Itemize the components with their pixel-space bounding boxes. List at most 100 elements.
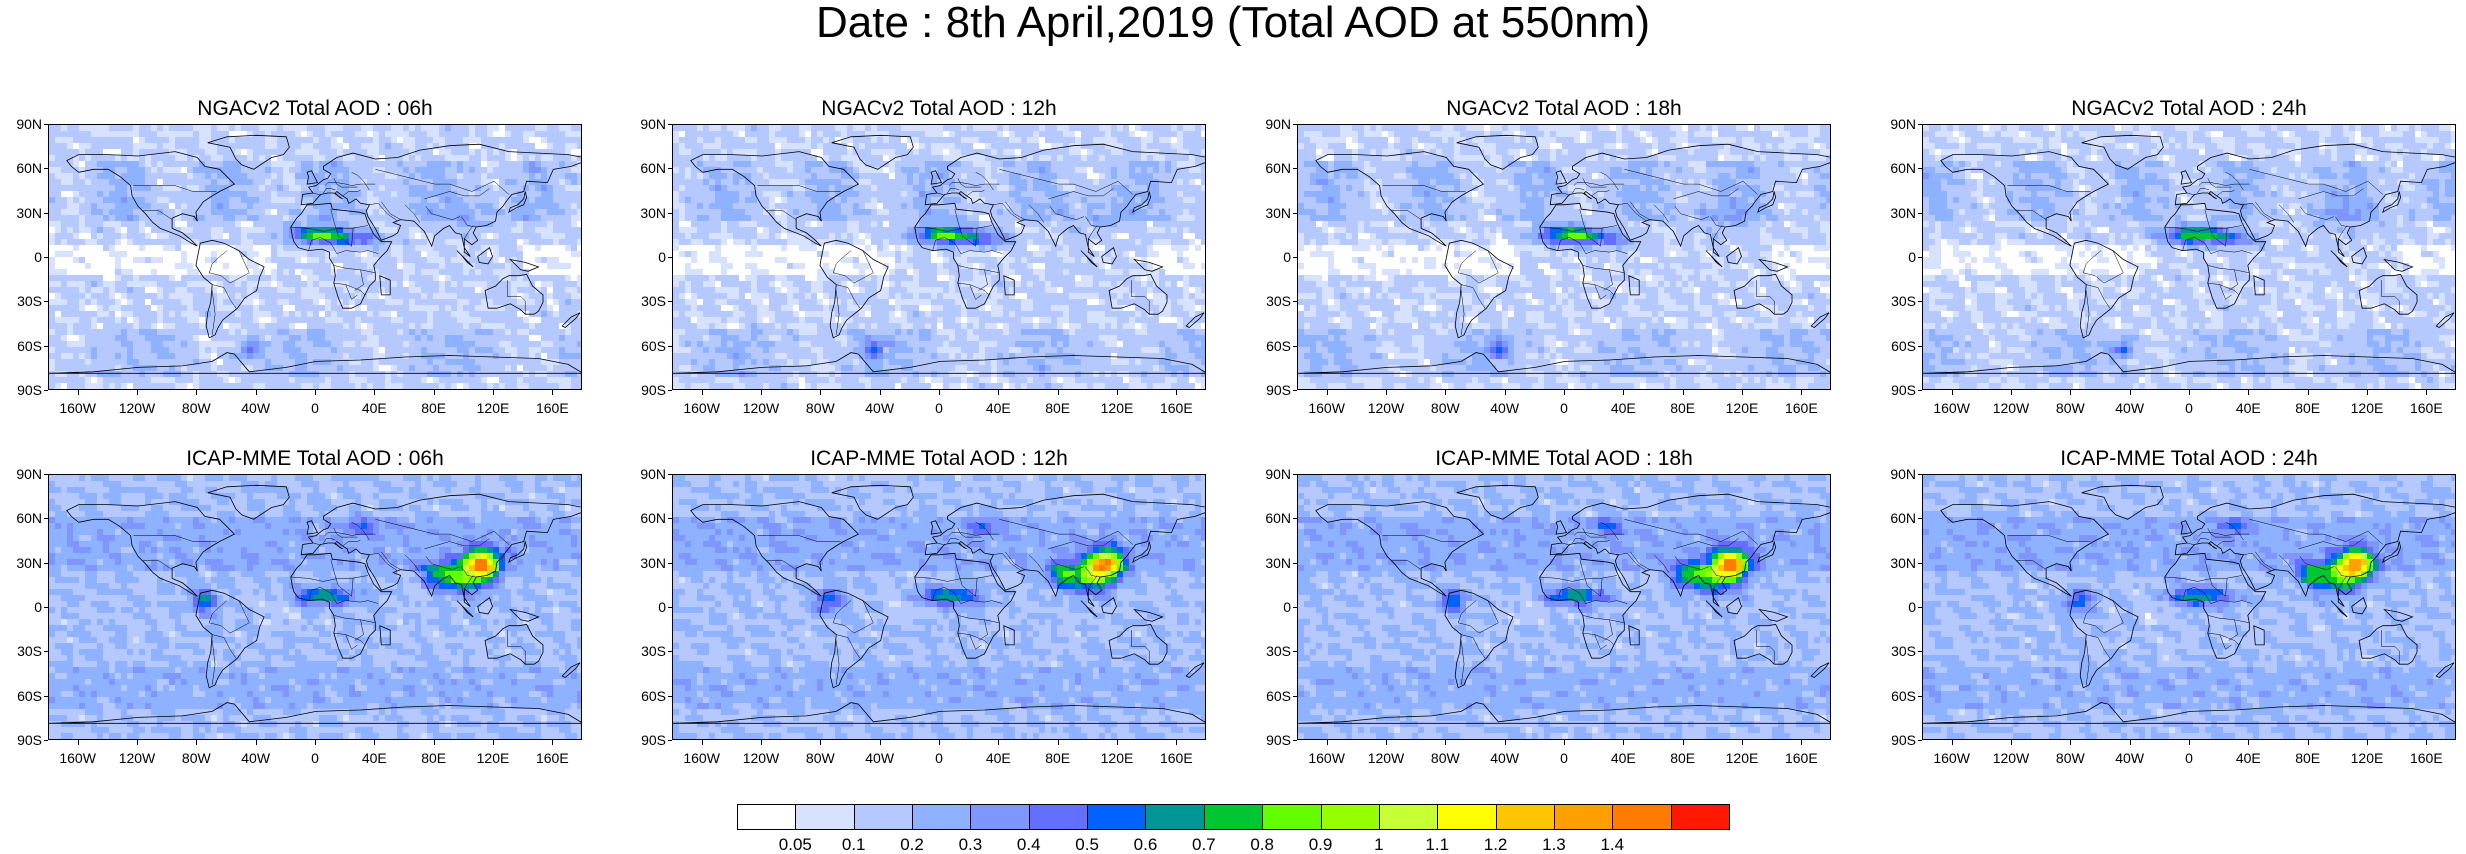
aod-cell (451, 167, 457, 173)
aod-cell (1123, 173, 1129, 179)
aod-cell (859, 185, 865, 191)
aod-cell (979, 155, 985, 161)
aod-cell (1147, 131, 1153, 137)
aod-cell (301, 149, 307, 155)
aod-cell (247, 305, 253, 311)
aod-cell (85, 323, 91, 329)
aod-cell (139, 287, 145, 293)
aod-cell (529, 197, 535, 203)
aod-cell (727, 167, 733, 173)
aod-cell (109, 383, 115, 389)
aod-cell (541, 359, 547, 365)
aod-cell (301, 167, 307, 173)
aod-cell (535, 353, 541, 359)
aod-cell (397, 245, 403, 251)
aod-cell (955, 143, 961, 149)
aod-cell (709, 167, 715, 173)
aod-cell (559, 263, 565, 269)
aod-cell (103, 155, 109, 161)
aod-cell (163, 305, 169, 311)
aod-cell (67, 341, 73, 347)
aod-cell (265, 335, 271, 341)
aod-cell (361, 353, 367, 359)
aod-cell (355, 227, 361, 233)
aod-cell (1201, 155, 1205, 161)
aod-cell (1087, 179, 1093, 185)
aod-cell (115, 185, 121, 191)
aod-cell (235, 359, 241, 365)
aod-cell (817, 203, 823, 209)
aod-cell (403, 377, 409, 383)
aod-cell (1099, 191, 1105, 197)
aod-cell (277, 341, 283, 347)
aod-cell (961, 185, 967, 191)
aod-cell (133, 299, 139, 305)
aod-cell (517, 137, 523, 143)
aod-cell (571, 173, 577, 179)
aod-cell (925, 143, 931, 149)
aod-cell (847, 203, 853, 209)
aod-cell (175, 365, 181, 371)
aod-cell (1141, 197, 1147, 203)
aod-cell (469, 371, 475, 377)
aod-cell (559, 305, 565, 311)
aod-cell (109, 191, 115, 197)
aod-cell (319, 377, 325, 383)
aod-cell (409, 173, 415, 179)
aod-cell (343, 317, 349, 323)
aod-cell (475, 317, 481, 323)
aod-cell (157, 299, 163, 305)
lat-tick (44, 212, 48, 214)
aod-cell (157, 143, 163, 149)
aod-cell (61, 305, 67, 311)
aod-cell (457, 137, 463, 143)
aod-cell (511, 389, 517, 390)
aod-cell (91, 185, 97, 191)
aod-cell (685, 203, 691, 209)
aod-cell (67, 179, 73, 185)
aod-cell (823, 131, 829, 137)
aod-cell (343, 299, 349, 305)
aod-cell (67, 209, 73, 215)
aod-cell (1159, 125, 1165, 131)
aod-cell (223, 131, 229, 137)
aod-cell (211, 185, 217, 191)
aod-cell (457, 125, 463, 131)
aod-cell (49, 371, 55, 377)
aod-cell (451, 239, 457, 245)
aod-cell (1051, 179, 1057, 185)
aod-cell (397, 293, 403, 299)
aod-cell (961, 203, 967, 209)
aod-cell (313, 341, 319, 347)
aod-cell (157, 329, 163, 335)
aod-cell (295, 389, 301, 390)
aod-cell (1129, 161, 1135, 167)
aod-cell (427, 263, 433, 269)
aod-cell (475, 215, 481, 221)
aod-cell (205, 191, 211, 197)
aod-cell (955, 203, 961, 209)
aod-cell (379, 197, 385, 203)
aod-cell (745, 131, 751, 137)
aod-cell (973, 191, 979, 197)
lon-tick-label: 80E (404, 400, 464, 416)
aod-cell (505, 137, 511, 143)
aod-cell (109, 287, 115, 293)
aod-cell (451, 215, 457, 221)
aod-cell (295, 383, 301, 389)
aod-cell (553, 167, 559, 173)
aod-cell (475, 251, 481, 257)
aod-cell (271, 149, 277, 155)
aod-cell (253, 173, 259, 179)
aod-cell (373, 293, 379, 299)
aod-cell (1057, 161, 1063, 167)
country-border (330, 209, 354, 247)
aod-cell (553, 257, 559, 263)
aod-cell (277, 131, 283, 137)
aod-cell (961, 155, 967, 161)
aod-cell (547, 281, 553, 287)
aod-cell (259, 221, 265, 227)
aod-cell (1081, 143, 1087, 149)
aod-cell (139, 275, 145, 281)
aod-cell (85, 173, 91, 179)
